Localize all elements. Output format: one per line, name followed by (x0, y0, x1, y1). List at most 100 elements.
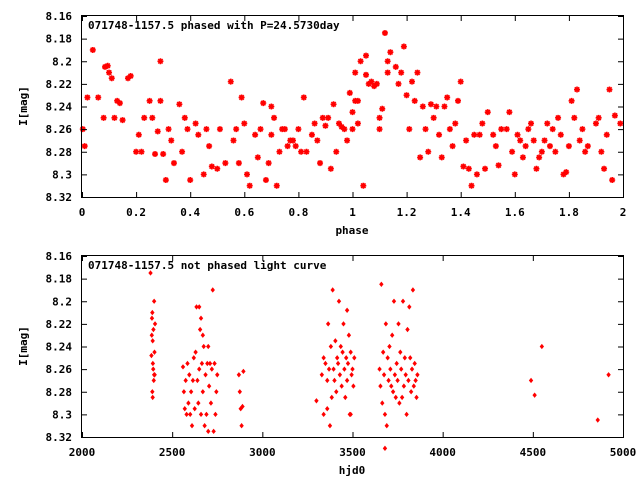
data-point (311, 120, 318, 127)
data-point (571, 114, 578, 121)
data-point (327, 165, 334, 172)
data-point (388, 366, 393, 372)
data-point (414, 69, 421, 76)
data-point (392, 63, 399, 70)
data-point (187, 177, 194, 184)
phased-light-curve-panel: 0 0.2 0.4 0.6 0.8 1 1.2 1.4 1.6 1.8 2 8.16 8.18 8.2 8.… (17, 10, 626, 237)
data-point (236, 372, 242, 378)
data-point (292, 143, 299, 150)
y-tick-label: 8.26 (46, 363, 73, 376)
y-tick-label: 8.16 (46, 250, 73, 263)
data-point (268, 103, 275, 110)
data-point (409, 78, 416, 85)
data-point (403, 372, 408, 378)
data-point (337, 372, 343, 378)
data-point (127, 72, 134, 79)
data-point (419, 103, 426, 110)
data-point (260, 100, 267, 107)
data-point (492, 143, 499, 150)
data-point (215, 372, 220, 378)
data-point (574, 86, 581, 93)
data-point (206, 143, 213, 150)
data-point (406, 377, 411, 384)
data-point (408, 389, 414, 395)
data-point (603, 131, 610, 138)
phased-axes: 0 0.2 0.4 0.6 0.8 1 1.2 1.4 1.6 1.8 2 8.16 8.18 8.2 8.… (46, 10, 627, 219)
data-point (149, 114, 156, 121)
data-point (528, 120, 535, 127)
data-point (330, 101, 337, 108)
data-point (151, 372, 157, 378)
data-point (197, 304, 202, 310)
data-point (204, 411, 209, 418)
data-point (170, 160, 177, 167)
x-tick-label: 5000 (610, 446, 637, 459)
data-point (89, 46, 96, 53)
data-point (381, 372, 387, 378)
x-tick-label: 2500 (159, 446, 186, 459)
data-point (406, 126, 413, 133)
data-point (198, 315, 204, 321)
y-tick-label: 8.18 (46, 273, 73, 286)
data-point (568, 97, 575, 104)
phased-y-axis-label: I[mag] (17, 86, 30, 126)
data-point (340, 349, 345, 355)
data-point (563, 169, 570, 176)
data-point (206, 343, 211, 350)
data-point (295, 126, 302, 133)
data-point (273, 182, 280, 189)
data-point (327, 423, 333, 429)
data-point (186, 400, 191, 406)
data-point (490, 131, 497, 138)
data-point (325, 114, 332, 121)
data-point (196, 400, 201, 406)
data-point (116, 100, 123, 107)
unphased-light-curve-panel: 2000 2500 3000 3500 4000 4500 50008.168.188.28… (17, 250, 636, 477)
data-point (533, 165, 540, 172)
data-point (114, 97, 121, 104)
data-point (390, 389, 396, 395)
data-point (552, 148, 559, 155)
data-point (579, 126, 586, 133)
phased-title: 071748-1157.5 phased with P=24.5730day (88, 19, 340, 32)
data-point (346, 332, 352, 338)
data-point (202, 423, 207, 429)
data-point (187, 372, 192, 378)
unphased-plot-frame (81, 255, 624, 438)
data-point (151, 377, 156, 384)
data-point (325, 377, 330, 384)
data-point (377, 366, 382, 372)
x-tick-label: 0.4 (180, 206, 200, 219)
data-point (84, 94, 91, 101)
data-point (482, 165, 489, 172)
data-point (199, 360, 205, 367)
data-point (617, 120, 624, 127)
data-point (557, 131, 564, 138)
data-point (150, 394, 155, 401)
data-point (149, 315, 155, 321)
data-point (100, 114, 107, 121)
data-point (162, 177, 169, 184)
data-point (284, 143, 291, 150)
phased-data-points (79, 29, 624, 189)
data-point (208, 400, 214, 406)
data-point (386, 377, 391, 384)
data-point (230, 137, 237, 144)
data-point (376, 126, 383, 133)
data-point (538, 148, 545, 155)
data-point (522, 143, 529, 150)
data-point (389, 332, 395, 338)
data-point (154, 128, 161, 135)
y-tick-label: 8.2 (52, 55, 72, 68)
data-point (354, 97, 361, 104)
data-point (383, 321, 389, 327)
y-tick-label: 8.22 (46, 318, 73, 331)
data-point (176, 101, 183, 108)
y-tick-label: 8.26 (46, 123, 73, 136)
data-point (185, 360, 190, 367)
data-point (331, 366, 336, 372)
data-point (363, 52, 370, 59)
data-point (417, 154, 424, 161)
data-point (179, 148, 186, 155)
y-tick-label: 8.32 (46, 191, 73, 204)
